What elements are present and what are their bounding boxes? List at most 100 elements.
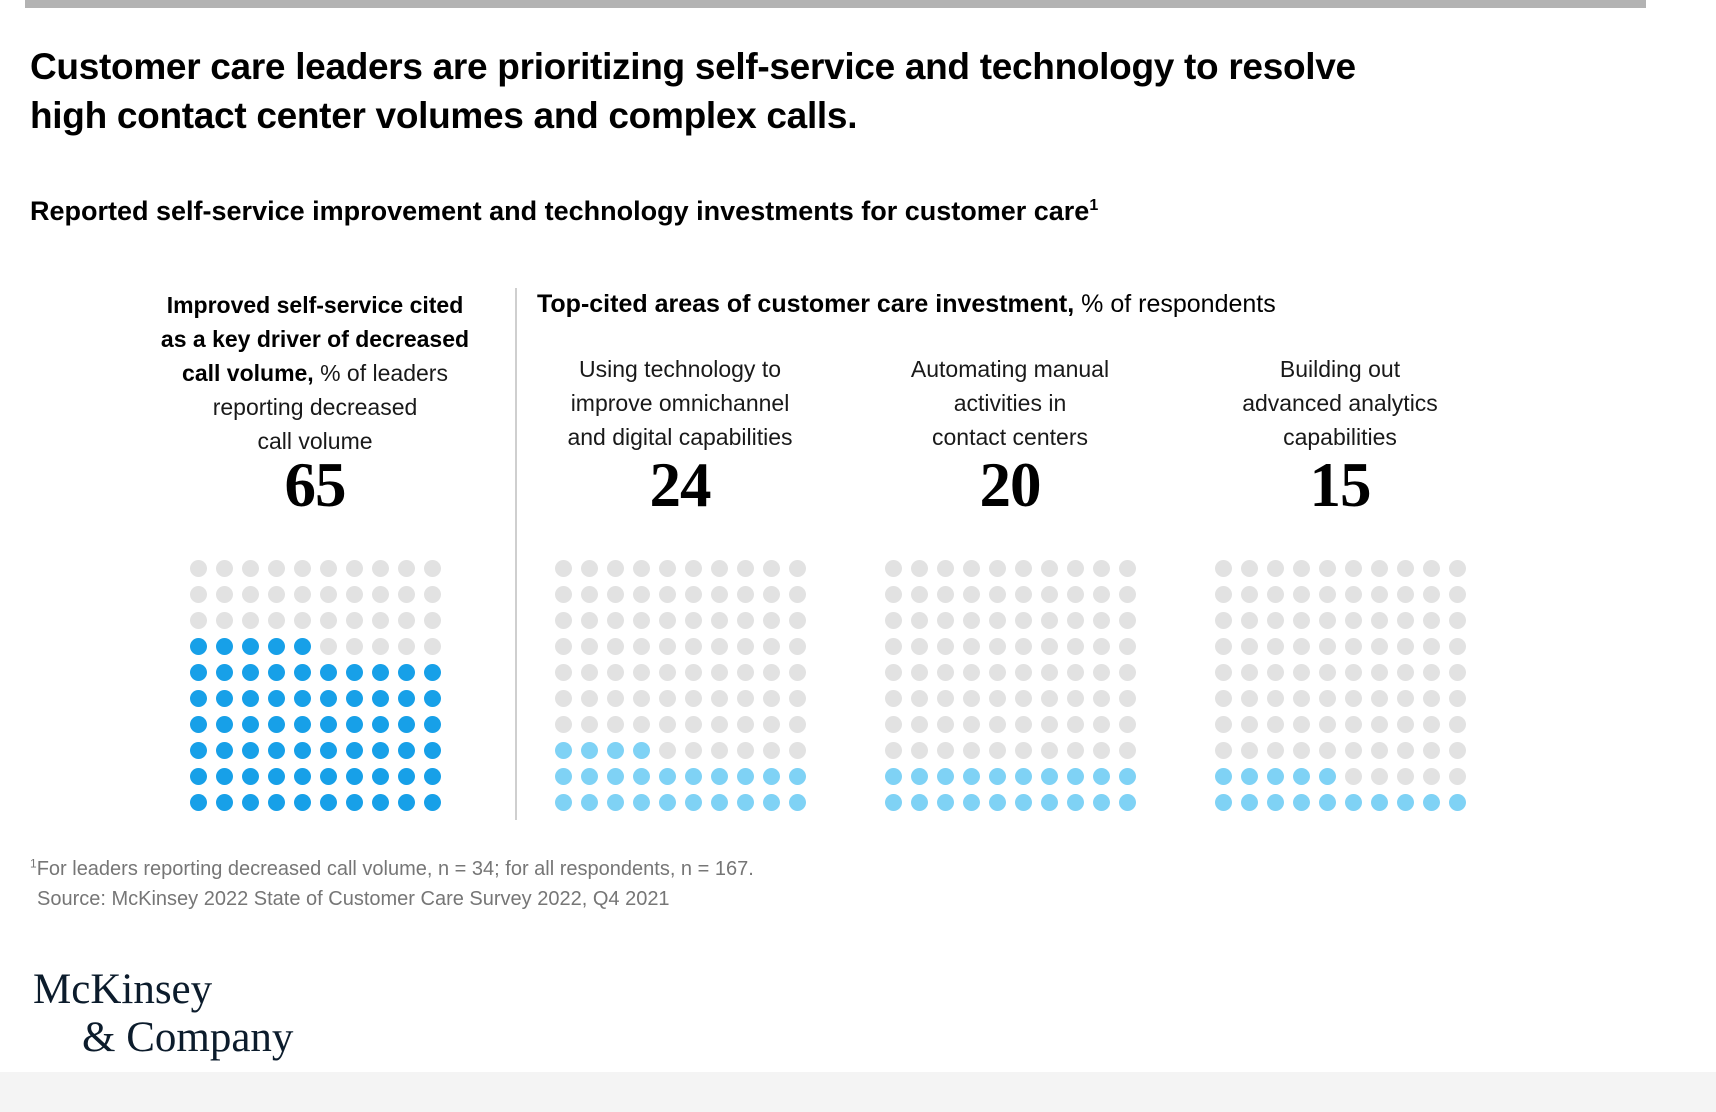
waffle-dot-empty — [1448, 559, 1466, 577]
waffle-dot-filled — [554, 741, 572, 759]
waffle-dot-empty — [936, 585, 954, 603]
waffle-dot-filled — [189, 741, 207, 759]
waffle-dot-empty — [1040, 559, 1058, 577]
waffle-dot-filled — [1014, 793, 1032, 811]
waffle-dot-empty — [1240, 559, 1258, 577]
waffle-dot-filled — [371, 689, 389, 707]
waffle-dot-empty — [936, 689, 954, 707]
waffle-dot-empty — [189, 611, 207, 629]
waffle-dot-empty — [736, 559, 754, 577]
waffle-dot-filled — [1292, 767, 1310, 785]
waffle-dot-empty — [788, 715, 806, 733]
waffle-dot-empty — [1318, 637, 1336, 655]
waffle-dot-empty — [884, 741, 902, 759]
waffle-dot-filled — [762, 793, 780, 811]
waffle-dot-empty — [1422, 611, 1440, 629]
waffle-dot-empty — [658, 637, 676, 655]
panel-3-label-line: activities in — [953, 390, 1067, 416]
panel-2-label-line: Using technology to — [578, 356, 781, 382]
waffle-dot-empty — [1092, 585, 1110, 603]
waffle-dot-empty — [319, 637, 337, 655]
waffle-dot-empty — [988, 663, 1006, 681]
waffle-dot-empty — [1370, 559, 1388, 577]
bottom-footer-strip — [0, 1072, 1716, 1112]
panel-1-label-line: call volume, % of leaders — [182, 360, 448, 386]
waffle-dot-empty — [710, 715, 728, 733]
waffle-dot-empty — [319, 559, 337, 577]
waffle-dot-empty — [1066, 663, 1084, 681]
waffle-dot-filled — [293, 689, 311, 707]
waffle-dot-empty — [962, 741, 980, 759]
panel-3-label-line: Automating manual — [910, 356, 1110, 382]
page-title: Customer care leaders are prioritizing s… — [30, 42, 1356, 140]
waffle-dot-empty — [1448, 689, 1466, 707]
waffle-dot-filled — [319, 741, 337, 759]
waffle-dot-filled — [397, 793, 415, 811]
waffle-dot-filled — [580, 767, 598, 785]
waffle-dot-empty — [910, 741, 928, 759]
waffle-dot-filled — [241, 637, 259, 655]
waffle-dot-empty — [397, 637, 415, 655]
waffle-dot-empty — [1396, 585, 1414, 603]
waffle-dot-empty — [1448, 767, 1466, 785]
waffle-dot-filled — [371, 715, 389, 733]
waffle-chart-improved-self-service — [185, 555, 445, 815]
waffle-dot-empty — [580, 611, 598, 629]
waffle-dot-empty — [1092, 741, 1110, 759]
waffle-dot-empty — [1118, 559, 1136, 577]
waffle-dot-filled — [423, 663, 441, 681]
waffle-dot-filled — [397, 689, 415, 707]
waffle-dot-filled — [345, 767, 363, 785]
waffle-dot-empty — [1214, 741, 1232, 759]
waffle-dot-empty — [988, 715, 1006, 733]
waffle-dot-empty — [762, 637, 780, 655]
waffle-dot-empty — [1066, 689, 1084, 707]
waffle-dot-empty — [1396, 611, 1414, 629]
waffle-dot-empty — [910, 611, 928, 629]
waffle-dot-empty — [1066, 715, 1084, 733]
waffle-dot-empty — [1370, 689, 1388, 707]
waffle-dot-filled — [788, 793, 806, 811]
waffle-dot-empty — [1066, 559, 1084, 577]
waffle-dot-empty — [1214, 689, 1232, 707]
waffle-dot-empty — [658, 689, 676, 707]
panel-1-label-line: reporting decreased — [212, 394, 418, 420]
waffle-dot-empty — [215, 559, 233, 577]
waffle-dot-filled — [910, 793, 928, 811]
waffle-dot-empty — [936, 611, 954, 629]
page-title-line-1: Customer care leaders are prioritizing s… — [30, 46, 1356, 87]
waffle-dot-empty — [554, 689, 572, 707]
waffle-dot-filled — [736, 767, 754, 785]
waffle-chart-automating-manual-activities — [880, 555, 1140, 815]
waffle-dot-empty — [910, 559, 928, 577]
waffle-dot-empty — [658, 741, 676, 759]
waffle-dot-empty — [1370, 663, 1388, 681]
panel-3-label: Automating manual activities in contact … — [845, 352, 1175, 454]
mckinsey-logo: McKinsey & Company — [33, 966, 293, 1062]
waffle-dot-empty — [1266, 715, 1284, 733]
waffle-dot-empty — [788, 559, 806, 577]
waffle-dot-empty — [267, 585, 285, 603]
waffle-dot-empty — [1292, 585, 1310, 603]
waffle-dot-filled — [988, 767, 1006, 785]
waffle-dot-filled — [736, 793, 754, 811]
waffle-dot-filled — [910, 767, 928, 785]
waffle-dot-empty — [1014, 741, 1032, 759]
waffle-dot-empty — [580, 559, 598, 577]
waffle-dot-filled — [632, 741, 650, 759]
waffle-dot-empty — [345, 585, 363, 603]
waffle-dot-empty — [1266, 611, 1284, 629]
waffle-dot-filled — [1292, 793, 1310, 811]
waffle-dot-filled — [1266, 767, 1284, 785]
waffle-dot-empty — [936, 741, 954, 759]
waffle-dot-empty — [371, 585, 389, 603]
waffle-dot-filled — [241, 793, 259, 811]
value-advanced-analytics: 15 — [1309, 450, 1372, 520]
waffle-dot-empty — [1370, 637, 1388, 655]
waffle-dot-filled — [267, 715, 285, 733]
waffle-dot-empty — [423, 637, 441, 655]
waffle-dot-empty — [345, 559, 363, 577]
waffle-dot-empty — [1266, 585, 1284, 603]
waffle-dot-empty — [1014, 663, 1032, 681]
waffle-dot-empty — [1396, 663, 1414, 681]
